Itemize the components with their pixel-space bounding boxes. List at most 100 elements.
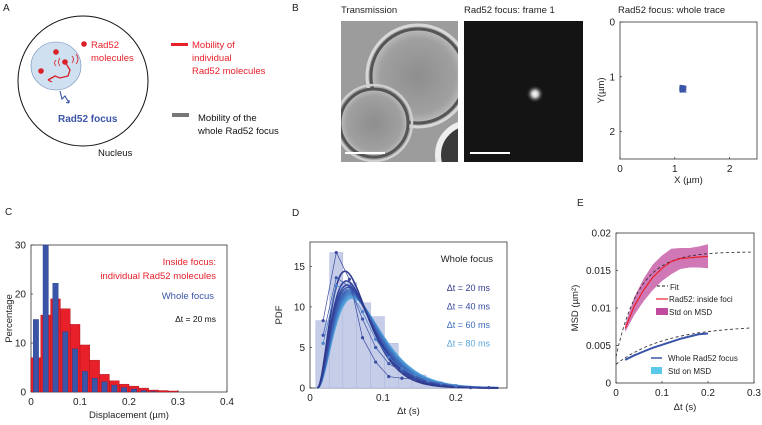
legend-cyan-swatch — [651, 367, 662, 374]
legend-inside-line2: individual Rad52 molecules — [100, 271, 216, 282]
data-point — [413, 373, 417, 377]
y-tick-label: 0 — [299, 384, 305, 395]
data-point — [426, 379, 430, 383]
panel-letter: A — [3, 3, 10, 14]
bar-inside-focus — [167, 390, 179, 393]
legend-pink-swatch — [656, 308, 668, 315]
bar-whole-focus — [131, 388, 137, 393]
data-point — [413, 377, 417, 381]
y-axis-label: Percentage — [4, 294, 15, 343]
panel-c: C 0 0.1 0.2 0.3 0.4 0 10 20 30 Displacement (µm) P… — [4, 207, 234, 421]
legend-entry: Δt = 20 ms — [447, 283, 491, 293]
x-tick-label: 0 — [307, 393, 313, 404]
x-axis-label: Displacement (µm) — [89, 410, 169, 421]
bar-whole-focus — [111, 384, 118, 393]
transmission-image — [341, 21, 458, 162]
data-point — [374, 360, 378, 364]
legend-inside-line1: Inside focus: — [163, 257, 216, 268]
x-tick-label: 0 — [613, 388, 619, 399]
data-point — [387, 375, 391, 379]
x-axis-label: Δt (s) — [397, 406, 420, 417]
y-axis-label: PDF — [274, 305, 285, 324]
molecule-trajectory — [47, 61, 71, 81]
data-point — [360, 310, 365, 314]
fit-line — [615, 251, 752, 357]
legend-swatch-gray — [172, 113, 189, 117]
data-point — [334, 276, 338, 280]
legend-gray-line1: Mobility of the — [198, 113, 257, 124]
data-point — [347, 289, 351, 293]
annotation-dt: Δt = 20 ms — [175, 314, 216, 324]
x-tick-label: 0.2 — [122, 397, 136, 408]
y-tick-label: 0 — [605, 379, 611, 390]
bar-whole-focus — [91, 378, 98, 393]
x-tick-label: 0.2 — [701, 388, 715, 399]
y-tick-label: 2 — [609, 127, 615, 138]
data-point — [468, 385, 473, 390]
legend-red-line1: Mobility of — [192, 40, 235, 51]
image-title-transmission: Transmission — [341, 5, 397, 16]
legend-swatch-red — [171, 43, 188, 46]
y-tick-label: 30 — [15, 241, 27, 252]
x-tick-label: 0.1 — [73, 397, 87, 408]
panel-letter: D — [292, 208, 299, 219]
data-point — [400, 366, 404, 371]
bar-whole-focus — [121, 387, 127, 393]
trace-path — [678, 84, 688, 94]
x-tick-label: 1 — [672, 164, 678, 175]
x-axis-label: X (µm) — [674, 175, 703, 186]
bar-inside-focus — [158, 390, 169, 393]
data-point — [321, 333, 325, 337]
legend-red-line3: Rad52 molecules — [192, 66, 266, 77]
scale-bar — [470, 152, 510, 154]
panel-a: A Rad52 molecules Rad52 focus Nucleus Mo… — [3, 3, 279, 159]
data-point — [439, 381, 443, 385]
y-tick-label: 5 — [299, 343, 305, 354]
data-point — [374, 345, 378, 350]
panel-d: D 0 0.1 0.2 0 5 10 15 Δt (s) PDF Whole focus Δt = … — [274, 208, 508, 417]
legend-fit: Fit — [670, 283, 680, 292]
panel-letter: E — [577, 198, 584, 209]
y-tick-label: 15 — [294, 262, 306, 273]
x-tick-label: 0.3 — [747, 388, 761, 399]
legend-gray-line2: whole Rad52 focus — [197, 126, 279, 137]
x-tick-label: 0.1 — [655, 388, 669, 399]
image-title-frame1: Rad52 focus: frame 1 — [464, 5, 555, 16]
y-tick-label: 10 — [294, 302, 306, 313]
y-axis-label: MSD (µm²) — [570, 285, 581, 332]
panel-e: E 0 0.1 0.2 0.3 0 0.005 0.01 0.015 0.02 Δt (s) MSD… — [570, 198, 761, 413]
trace-plot: 0 1 2 0 1 2 X (µm) Y(µm) — [596, 18, 758, 186]
arrow-icon — [47, 76, 53, 83]
bar-whole-focus — [140, 390, 147, 393]
bar-whole-focus — [42, 244, 49, 393]
bar-whole-focus — [82, 371, 88, 393]
bar-whole-focus — [101, 381, 108, 393]
bar-whole-focus — [33, 319, 39, 393]
y-tick-label: 20 — [15, 290, 27, 301]
legend-entry: Δt = 80 ms — [447, 339, 491, 349]
bar-whole-focus — [62, 331, 69, 393]
legend-entry: Δt = 40 ms — [447, 302, 491, 312]
bar-whole-focus — [72, 348, 78, 393]
y-tick-label: 0.005 — [586, 341, 611, 352]
y-tick-label: 10 — [15, 339, 27, 350]
fit-line — [615, 327, 752, 365]
data-point — [487, 385, 491, 390]
vibration-marks — [54, 53, 79, 67]
fluorescence-image — [464, 21, 583, 162]
bar-whole-focus — [52, 283, 59, 393]
data-point — [321, 341, 325, 345]
x-axis-label: Δt (s) — [674, 402, 697, 413]
y-axis-label: Y(µm) — [596, 77, 607, 103]
legend-rad52-inside: Rad52: inside foci — [669, 295, 733, 304]
legend-std-1: Std on MSD — [669, 308, 712, 317]
molecule-dots — [38, 41, 87, 74]
nucleus-label: Nucleus — [98, 148, 133, 159]
y-tick-label: 0.015 — [586, 266, 611, 277]
y-tick-label: 0 — [609, 18, 615, 29]
scale-bar — [345, 152, 385, 154]
plot-frame — [619, 21, 758, 160]
legend-entry: Δt = 60 ms — [447, 320, 491, 330]
data-point — [374, 337, 378, 341]
panel-letter: B — [292, 3, 299, 14]
